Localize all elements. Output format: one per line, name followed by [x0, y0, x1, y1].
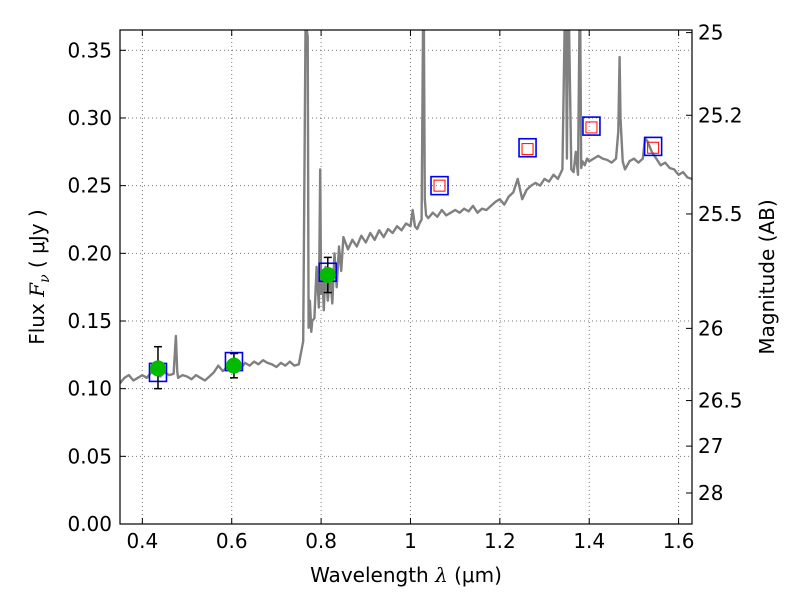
x-tick-label: 0.6 — [216, 529, 248, 553]
axes: 0.4 0.6 0.8 1 1.2 1.4 1.6 0.00 0.05 0.10 0.15 0.20 0… — [67, 21, 742, 553]
x-tick-label: 0.8 — [305, 529, 337, 553]
blue-square-marker — [582, 116, 601, 136]
green-data-point — [149, 360, 166, 377]
blue-square-marker — [643, 136, 663, 157]
x-axis-title: Wavelength λ (μm) — [310, 563, 502, 587]
y2-tick-label: 25 — [698, 21, 723, 45]
y-tick-label: 0.35 — [67, 38, 112, 62]
x-tick-label: 1.6 — [663, 529, 695, 553]
spectrum-line — [120, 30, 692, 384]
red-square-marker — [647, 141, 660, 154]
y-tick-label: 0.15 — [67, 309, 112, 333]
grid — [120, 30, 692, 524]
y-tick-label: 0.05 — [67, 444, 112, 468]
y2-tick-label: 26 — [698, 316, 723, 340]
y-tick-label: 0.25 — [67, 174, 112, 198]
red-square-marker — [521, 143, 534, 156]
red-square-marker — [433, 179, 446, 192]
blue-square-marker — [518, 137, 537, 158]
y-axis-title: Flux Fν ( μJy ) — [25, 209, 53, 345]
y-tick-label: 0.10 — [67, 377, 112, 401]
red-square-marker — [585, 121, 598, 134]
y2-tick-label: 28 — [698, 481, 723, 505]
y2-tick-label: 25.2 — [698, 103, 743, 127]
y-tick-label: 0.00 — [67, 512, 112, 536]
green-data-point — [225, 357, 242, 374]
y-tick-label: 0.20 — [67, 241, 112, 265]
plot-area — [120, 30, 692, 390]
x-tick-label: 1.2 — [484, 529, 516, 553]
x-tick-label: 1 — [404, 529, 417, 553]
green-data-point — [319, 266, 336, 283]
y2-axis-title: Magnitude (AB) — [755, 199, 779, 354]
plot-frame — [119, 29, 693, 525]
y2-tick-label: 26.5 — [698, 389, 743, 413]
y2-tick-label: 25.5 — [698, 202, 743, 226]
blue-square-marker — [430, 175, 449, 196]
y2-tick-label: 27 — [698, 434, 723, 458]
x-tick-label: 1.4 — [573, 529, 605, 553]
y-tick-label: 0.30 — [67, 106, 112, 130]
x-tick-label: 0.4 — [126, 529, 158, 553]
